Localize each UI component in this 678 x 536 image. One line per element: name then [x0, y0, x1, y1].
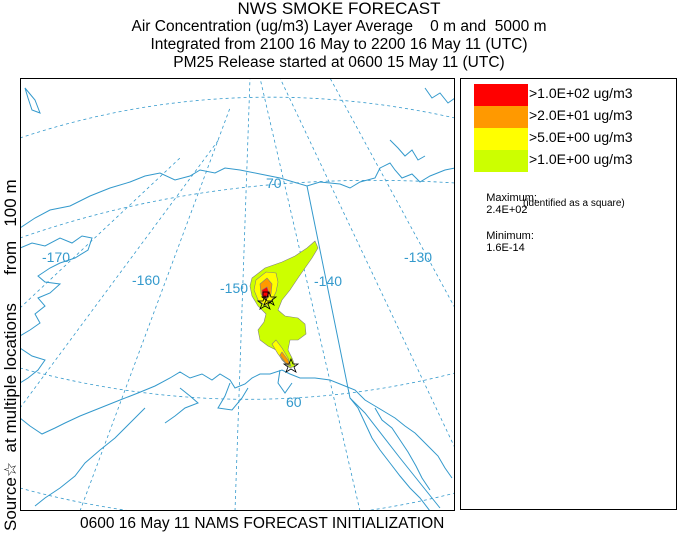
release-info: PM25 Release started at 0600 15 May 11 (… [173, 54, 505, 71]
maximum-square-icon [262, 291, 269, 298]
lat-label-70: 70 [266, 175, 282, 191]
minimum-row: Minimum: 1.6E-14 [474, 218, 534, 266]
maximum-note: (identified as a square) [523, 198, 625, 209]
smoke-forecast-map: -170 -160 -150 -140 -130 70 60 [20, 78, 455, 511]
lon-line-170 [20, 137, 221, 409]
legend-swatch [474, 150, 528, 172]
forecast-initialization: 0600 16 May 11 NAMS FORECAST INITIALIZAT… [80, 515, 445, 532]
minimum-value: 1.6E-14 [486, 242, 525, 254]
lon-line-160 [79, 107, 231, 511]
concentration-legend: >1.0E+02 ug/m3 >2.0E+01 ug/m3 >5.0E+00 u… [460, 78, 677, 510]
minimum-label: Minimum: [486, 230, 534, 242]
lon-label-140: -140 [314, 273, 342, 289]
source-side-label: Source☆ at multiple locations from 100 m [1, 179, 20, 531]
legend-bin-label: >2.0E+01 ug/m3 [529, 107, 633, 123]
integration-period: Integrated from 2100 16 May to 2200 16 M… [150, 36, 528, 53]
lon-line-140 [259, 78, 361, 511]
source-markers [256, 290, 300, 373]
maximum-row: Maximum: 2.4E+02 [474, 180, 537, 228]
lon-line-120 [329, 78, 455, 309]
source-star-icon [282, 357, 300, 373]
lat-line-60 [20, 367, 455, 400]
legend-bin-label: >1.0E+00 ug/m3 [529, 151, 633, 167]
lon-label-160: -160 [132, 272, 160, 288]
concentration-subtitle: Air Concentration (ug/m3) Layer Average … [131, 18, 547, 35]
lat-line-80 [20, 96, 455, 139]
lon-line-150 [234, 78, 251, 511]
plume-contour-1e0 [249, 240, 319, 369]
lat-line-50 [20, 487, 455, 511]
alaska-canada-border [306, 185, 441, 509]
lat-label-60: 60 [286, 394, 302, 410]
legend-swatch [474, 106, 528, 128]
source-star-icon [256, 294, 274, 310]
legend-bin-1: >1.0E+02 ug/m3 [474, 84, 674, 106]
legend-bin-label: >1.0E+02 ug/m3 [529, 85, 633, 101]
legend-swatch [474, 84, 528, 106]
legend-bin-4: >1.0E+00 ug/m3 [474, 150, 674, 172]
smoke-plume [249, 240, 319, 369]
lon-label-150: -150 [220, 280, 248, 296]
lon-line-130 [279, 78, 455, 449]
legend-bin-2: >2.0E+01 ug/m3 [474, 106, 674, 128]
maximum-label: Maximum: [486, 192, 537, 204]
maximum-value: 2.4E+02 [486, 204, 528, 216]
legend-bin-3: >5.0E+00 ug/m3 [474, 128, 674, 150]
lat-line-70 [20, 179, 455, 239]
lon-line-180 [20, 157, 181, 309]
longitude-lines [20, 78, 455, 511]
legend-bin-label: >5.0E+00 ug/m3 [529, 129, 633, 145]
latitude-lines [20, 96, 455, 511]
coastline [20, 87, 455, 511]
lon-label-170: -170 [42, 249, 70, 265]
legend-swatch [474, 128, 528, 150]
map-title: NWS SMOKE FORECAST [237, 0, 441, 18]
lon-label-130: -130 [404, 249, 432, 265]
